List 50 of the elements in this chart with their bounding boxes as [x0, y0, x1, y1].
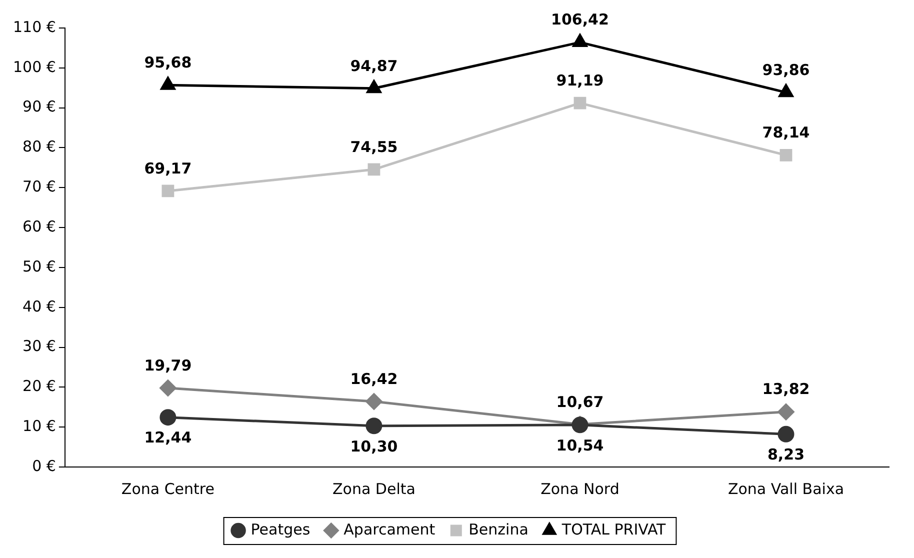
y-tick-label: 60 €	[22, 217, 56, 236]
y-tick-label: 10 €	[22, 416, 56, 435]
data-label: 74,55	[350, 138, 398, 156]
point	[160, 76, 176, 90]
y-tick-label: 80 €	[22, 138, 56, 156]
data-label: 10,54	[556, 436, 604, 454]
data-label: 19,79	[144, 356, 192, 374]
point	[780, 148, 792, 162]
point	[572, 34, 588, 48]
y-tick-label: 90 €	[22, 98, 56, 116]
point	[778, 404, 794, 420]
y-tick-label: 110 €	[12, 18, 56, 36]
point	[366, 393, 382, 410]
point	[160, 409, 176, 426]
point	[366, 418, 382, 434]
point	[366, 80, 382, 94]
point	[162, 184, 174, 198]
data-label: 10,67	[556, 392, 604, 411]
y-tick-label: 0 €	[32, 456, 56, 475]
y-tick-label: 70 €	[22, 178, 56, 196]
data-label: 69,17	[144, 159, 192, 178]
data-label: 106,42	[551, 10, 609, 29]
data-label: 95,68	[144, 54, 192, 72]
y-tick-label: 20 €	[22, 377, 56, 396]
point	[574, 96, 586, 110]
data-label: 16,42	[350, 370, 398, 388]
legend-label: Peatges	[250, 520, 310, 538]
y-tick-label: 50 €	[22, 257, 56, 276]
x-tick-label: Zona Nord	[540, 480, 620, 498]
x-tick-label: Zona Vall Baixa	[728, 480, 844, 498]
data-label: 91,19	[556, 71, 604, 90]
x-tick-label: Zona Centre	[121, 480, 214, 498]
data-label: 78,14	[762, 124, 810, 142]
legend-label: Benzina	[468, 520, 528, 538]
data-label: 94,87	[350, 56, 398, 75]
y-tick-label: 30 €	[22, 337, 56, 356]
data-label: 12,44	[144, 428, 192, 447]
legend-label: Aparcament	[344, 520, 436, 538]
y-tick-label: 100 €	[12, 58, 56, 76]
data-label: 93,86	[762, 60, 810, 79]
data-label: 8,23	[767, 446, 804, 464]
x-tick-label: Zona Delta	[332, 480, 416, 498]
y-tick-label: 40 €	[22, 297, 56, 316]
legend-label: TOTAL PRIVAT	[560, 520, 667, 538]
point	[368, 163, 380, 176]
data-label: 13,82	[762, 380, 810, 398]
point	[160, 380, 176, 396]
point	[778, 84, 794, 98]
data-label: 10,30	[350, 437, 398, 456]
point	[778, 426, 794, 442]
